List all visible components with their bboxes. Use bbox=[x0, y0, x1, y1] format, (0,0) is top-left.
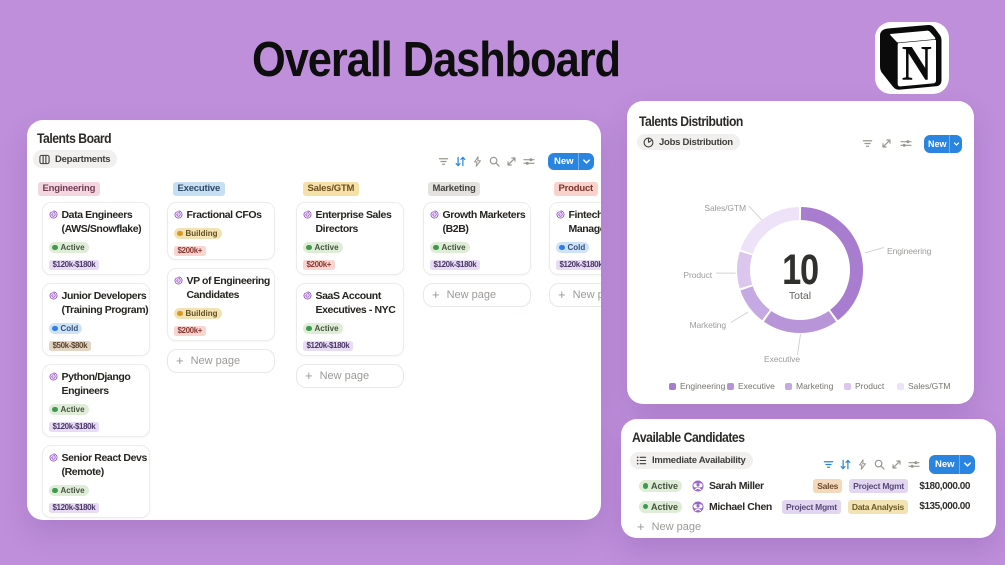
svg-text:N: N bbox=[902, 34, 932, 90]
